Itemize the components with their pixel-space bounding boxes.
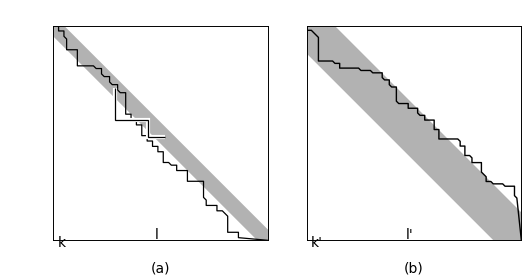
Polygon shape bbox=[306, 0, 521, 268]
Text: (b): (b) bbox=[404, 262, 424, 276]
Polygon shape bbox=[53, 15, 268, 251]
Text: k: k bbox=[57, 236, 65, 250]
Text: (a): (a) bbox=[151, 262, 170, 276]
Text: k': k' bbox=[311, 236, 323, 250]
Text: l': l' bbox=[406, 229, 413, 242]
Text: l: l bbox=[154, 229, 158, 242]
